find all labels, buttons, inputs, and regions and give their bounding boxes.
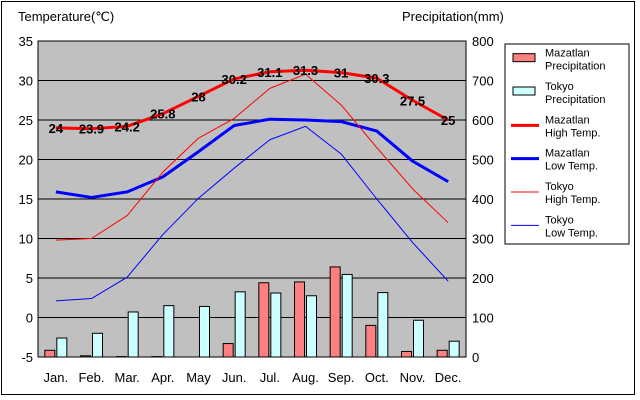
right-tick-label: 400 bbox=[472, 192, 494, 207]
mazatlan-precip-bar bbox=[222, 343, 234, 358]
tokyo-precip-bar bbox=[377, 292, 389, 358]
right-tick-label: 100 bbox=[472, 311, 494, 326]
mazatlan-high-data-label: 23.9 bbox=[79, 122, 104, 137]
mazatlan-precip-bar bbox=[258, 282, 270, 358]
tokyo-precip-bar bbox=[448, 340, 460, 358]
mazatlan-precip-bar bbox=[329, 266, 341, 358]
legend-box bbox=[504, 43, 630, 245]
legend-label: Low Temp. bbox=[545, 227, 598, 239]
x-tick-label: Jul. bbox=[260, 370, 280, 385]
x-tick-label: May bbox=[186, 370, 211, 385]
tokyo-precip-bar bbox=[270, 292, 282, 358]
tokyo-precip-bar bbox=[341, 273, 353, 358]
tokyo-precip-bar bbox=[56, 337, 68, 358]
right-tick-label: 500 bbox=[472, 153, 494, 168]
mazatlan-precip-bar bbox=[365, 324, 377, 358]
left-tick-label: 35 bbox=[19, 34, 33, 49]
legend-swatch bbox=[512, 86, 536, 96]
left-tick-label: 10 bbox=[19, 232, 33, 247]
legend-label: Mazatlan bbox=[545, 148, 590, 160]
x-tick-label: Aug. bbox=[292, 370, 319, 385]
legend-label: Tokyo bbox=[545, 181, 574, 193]
tokyo-high-temp-line bbox=[55, 73, 449, 241]
left-tick-label: 30 bbox=[19, 74, 33, 89]
left-tick-label: 15 bbox=[19, 192, 33, 207]
x-tick-label: Sep. bbox=[328, 370, 355, 385]
left-tick-label: -5 bbox=[21, 350, 33, 365]
mazatlan-high-data-label: 27.5 bbox=[400, 93, 425, 108]
left-tick-label: 0 bbox=[26, 311, 33, 326]
mazatlan-high-data-label: 24.2 bbox=[115, 119, 140, 134]
legend-label: Tokyo bbox=[545, 214, 574, 226]
legend-label: Low Temp. bbox=[545, 161, 598, 173]
x-tick-label: Feb. bbox=[78, 370, 104, 385]
left-axis-title: Temperature(℃) bbox=[18, 9, 115, 24]
x-tick-label: Jun. bbox=[222, 370, 247, 385]
x-tick-label: Nov. bbox=[400, 370, 426, 385]
x-tick-label: Jan. bbox=[44, 370, 69, 385]
mazatlan-precip-bar bbox=[44, 349, 56, 358]
mazatlan-high-data-label: 25.8 bbox=[150, 107, 175, 122]
right-axis-title: Precipitation(mm) bbox=[402, 9, 504, 24]
mazatlan-high-data-label: 31.3 bbox=[293, 63, 318, 78]
right-tick-label: 800 bbox=[472, 34, 494, 49]
x-tick-label: Oct. bbox=[365, 370, 389, 385]
mazatlan-high-data-label: 25 bbox=[441, 113, 455, 128]
mazatlan-high-data-label: 30.2 bbox=[222, 72, 247, 87]
left-tick-label: 5 bbox=[26, 271, 33, 286]
tokyo-precip-bar bbox=[306, 295, 317, 358]
chart-frame bbox=[1, 1, 635, 395]
x-tick-label: Apr. bbox=[151, 370, 174, 385]
tokyo-precip-bar bbox=[163, 305, 175, 358]
mazatlan-low-temp-line bbox=[55, 117, 449, 199]
legend-label: High Temp. bbox=[545, 127, 600, 139]
right-tick-label: 600 bbox=[472, 113, 494, 128]
right-tick-label: 300 bbox=[472, 232, 494, 247]
mazatlan-high-data-label: 31.1 bbox=[257, 65, 282, 80]
legend-label: High Temp. bbox=[545, 194, 600, 206]
right-tick-label: 0 bbox=[472, 350, 479, 365]
mazatlan-high-data-label: 30.3 bbox=[364, 71, 389, 86]
legend-label: Precipitation bbox=[545, 61, 606, 73]
mazatlan-high-data-label: 31 bbox=[334, 66, 348, 81]
x-tick-label: Dec. bbox=[435, 370, 462, 385]
legend-label: Mazatlan bbox=[545, 48, 590, 60]
mazatlan-precip-bar bbox=[294, 281, 305, 358]
tokyo-precip-bar bbox=[92, 332, 103, 358]
x-tick-label: Mar. bbox=[115, 370, 140, 385]
legend-swatch bbox=[512, 53, 536, 63]
legend-label: Precipitation bbox=[545, 94, 606, 106]
right-tick-label: 700 bbox=[472, 74, 494, 89]
mazatlan-precip-bar bbox=[401, 350, 412, 358]
mazatlan-high-data-label: 28 bbox=[191, 89, 205, 104]
tokyo-precip-bar bbox=[127, 311, 139, 358]
mazatlan-precip-bar bbox=[80, 355, 91, 358]
tokyo-low-temp-line bbox=[55, 125, 449, 302]
tokyo-precip-bar bbox=[234, 291, 246, 358]
mazatlan-high-data-label: 24 bbox=[49, 121, 64, 136]
left-tick-label: 25 bbox=[19, 113, 33, 128]
tokyo-precip-bar bbox=[413, 319, 424, 358]
tokyo-precip-bar bbox=[199, 305, 210, 358]
right-tick-label: 200 bbox=[472, 271, 494, 286]
legend-label: Mazatlan bbox=[545, 114, 590, 126]
legend-label: Tokyo bbox=[545, 81, 574, 93]
mazatlan-high-temp-line bbox=[55, 68, 449, 131]
mazatlan-precip-bar bbox=[436, 349, 448, 358]
left-tick-label: 20 bbox=[19, 153, 33, 168]
